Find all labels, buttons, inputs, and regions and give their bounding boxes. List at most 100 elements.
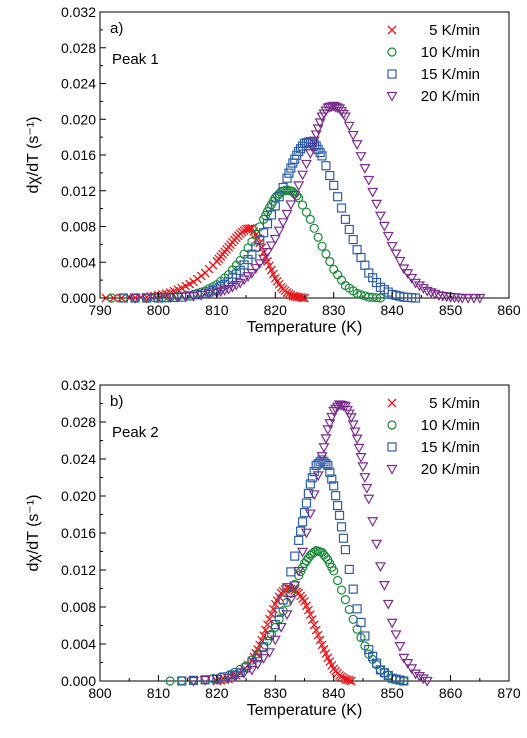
data-point — [273, 226, 285, 237]
data-point — [259, 642, 269, 652]
y-tick-label: 0.016 — [61, 525, 96, 541]
data-point — [293, 566, 305, 577]
data-point — [308, 490, 320, 501]
data-point — [263, 620, 272, 630]
x-tick-label: 840 — [322, 685, 346, 701]
data-point — [336, 203, 347, 213]
data-point — [357, 462, 369, 473]
data-point — [344, 604, 354, 615]
y-tick-label: 0.032 — [61, 4, 96, 20]
data-point — [259, 228, 269, 238]
legend-marker — [386, 91, 398, 102]
data-point — [141, 293, 153, 304]
data-point — [270, 619, 280, 630]
data-point — [270, 201, 280, 211]
data-point — [318, 443, 330, 454]
plot-area-b — [165, 400, 433, 687]
data-point — [356, 252, 366, 263]
data-point — [371, 539, 383, 550]
data-point — [398, 264, 410, 275]
data-point — [293, 181, 305, 192]
data-point — [323, 460, 333, 471]
data-point — [238, 668, 250, 679]
data-point — [263, 256, 272, 266]
y-tick-label: 0.016 — [61, 147, 96, 163]
data-point — [367, 517, 379, 528]
x-tick-label: 810 — [147, 685, 171, 701]
data-point — [325, 467, 335, 477]
data-point — [347, 420, 359, 431]
data-point — [355, 453, 367, 463]
data-point — [309, 620, 319, 630]
y-tick-label: 0.012 — [61, 562, 96, 578]
x-tick-label: 860 — [497, 302, 521, 318]
data-point — [230, 671, 242, 682]
data-point — [294, 535, 304, 546]
data-point — [374, 211, 386, 222]
data-point — [394, 642, 406, 652]
data-point — [310, 130, 322, 141]
legend-marker — [387, 420, 397, 430]
x-tick-label: 850 — [380, 685, 404, 701]
data-point — [346, 676, 356, 686]
data-point — [165, 676, 175, 686]
data-point — [316, 452, 328, 462]
y-tick-label: 0.012 — [61, 183, 96, 199]
data-point — [413, 281, 425, 292]
data-point — [329, 180, 339, 190]
legend-marker — [387, 398, 397, 408]
data-point — [335, 400, 348, 411]
data-point — [300, 528, 312, 539]
legend-marker — [386, 464, 398, 475]
data-point — [313, 630, 323, 640]
legend-item: 15 K/min — [387, 439, 480, 456]
data-point — [301, 601, 311, 611]
data-point — [338, 533, 349, 543]
data-point — [386, 618, 398, 629]
data-point — [315, 148, 325, 158]
y-axis-label-a: dχ/dT (s⁻¹) — [25, 117, 42, 194]
data-point — [360, 631, 370, 641]
data-point — [374, 562, 386, 573]
data-point — [352, 604, 362, 614]
annotation-peak-2: Peak 2 — [112, 424, 159, 441]
series-20-K-min — [129, 101, 486, 304]
data-point — [303, 605, 313, 615]
data-point — [285, 200, 297, 211]
data-point — [336, 522, 347, 532]
data-point — [261, 625, 271, 635]
data-point — [399, 676, 409, 686]
data-point — [281, 610, 293, 621]
x-tick-label: 810 — [205, 302, 229, 318]
chart-panel-b: b) Peak 2 Temperature (K) dχ/dT (s⁻¹) 5 … — [25, 377, 521, 719]
legend-label: 10 K/min — [421, 44, 480, 61]
legend-item: 20 K/min — [386, 88, 480, 105]
data-point — [348, 614, 358, 624]
data-point — [321, 161, 331, 171]
y-axis-label-b: dχ/dT (s⁻¹) — [25, 495, 42, 572]
data-point — [301, 556, 312, 566]
data-point — [311, 625, 321, 635]
legend-item: 10 K/min — [387, 44, 480, 61]
data-point — [265, 241, 277, 252]
data-point — [269, 635, 281, 646]
legend-label: 5 K/min — [429, 395, 480, 412]
data-point — [363, 175, 375, 186]
data-point — [456, 293, 468, 304]
y-tick-label: 0.024 — [61, 76, 96, 92]
data-point — [326, 412, 338, 423]
data-point — [394, 256, 406, 267]
data-point — [109, 293, 119, 303]
data-point — [281, 209, 293, 220]
data-point — [315, 635, 325, 645]
data-point — [344, 564, 354, 574]
data-point — [266, 210, 276, 220]
data-point — [351, 434, 363, 445]
data-point — [250, 264, 262, 274]
data-point — [300, 159, 312, 170]
data-point — [321, 249, 331, 259]
y-tick-label: 0.020 — [61, 111, 96, 127]
series-5-K-min — [212, 583, 356, 686]
data-point — [317, 241, 327, 251]
